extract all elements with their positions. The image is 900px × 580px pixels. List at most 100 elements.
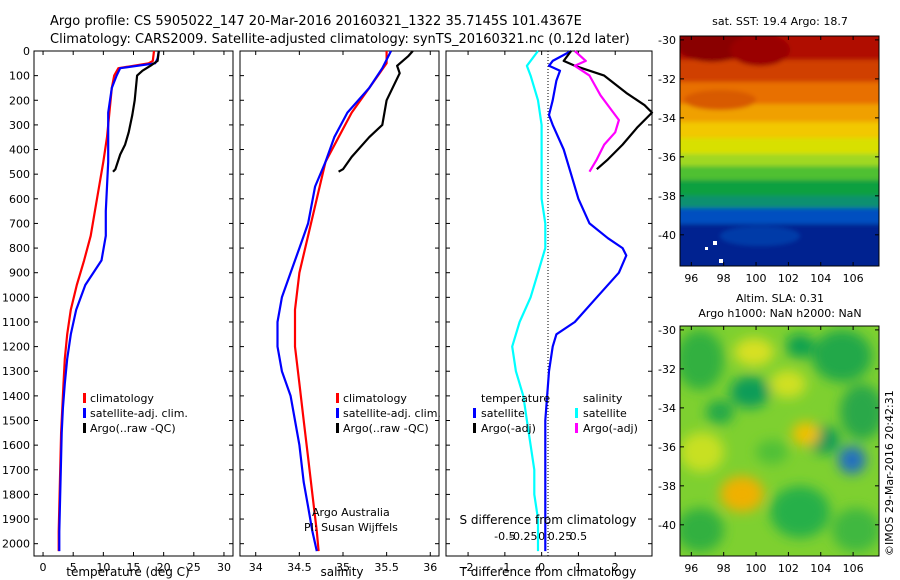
legend-swatch-s-argo (575, 423, 578, 433)
series-line-temperature-1 (58, 50, 160, 552)
figure-title-line1: Argo profile: CS 5905022_147 20-Mar-2016… (50, 14, 582, 29)
x-tick-label: 20 (157, 561, 171, 574)
lon-tick-label: 96 (684, 272, 698, 285)
lon-tick-label: 106 (843, 562, 864, 575)
sla-field (680, 326, 879, 556)
difference-x-axis: -2 -1 0 1 2 (463, 51, 619, 574)
salinity-plot-frame (239, 50, 440, 557)
x-tick-label: 10 (96, 561, 110, 574)
lat-tick-label: -30 (658, 324, 676, 337)
x-tick-label: 5 (70, 561, 77, 574)
temperature-plot-frame (33, 50, 234, 557)
sla-map-title-line1: Altim. SLA: 0.31 (736, 292, 824, 305)
series-line-difference-3 (573, 50, 621, 173)
x-tick-label: 34 (249, 561, 263, 574)
series-line-salinity-2 (338, 50, 414, 173)
legend-swatch-s-satellite (575, 408, 578, 418)
series-line-difference-0 (544, 50, 628, 552)
top-x-tick-label: -0.25 (509, 530, 537, 543)
difference-xlabel: T difference from climatology (459, 565, 637, 579)
difference-legend: temperature satellite Argo(-adj) salinit… (473, 392, 638, 435)
legend-swatch-argo (336, 423, 339, 433)
legend-label-satellite: satellite-adj. clim. (343, 407, 441, 420)
lat-tick-label: -30 (658, 34, 676, 47)
depth-tick-label: 500 (9, 168, 30, 181)
sst-map-title: sat. SST: 19.4 Argo: 18.7 (712, 15, 848, 28)
legend-swatch-climatology (336, 393, 339, 403)
lon-tick-label: 98 (717, 562, 731, 575)
depth-tick-label: 900 (9, 267, 30, 280)
legend-label-s-satellite: satellite (583, 407, 627, 420)
lon-tick-label: 100 (746, 272, 767, 285)
series-line-difference-2 (511, 50, 547, 552)
depth-tick-label: 1500 (2, 415, 30, 428)
attribution-line2: PI: Susan Wijffels (304, 521, 398, 534)
series-line-salinity-0 (293, 51, 388, 552)
sst-field (680, 36, 879, 266)
temperature-legend: climatology satellite-adj. clim. Argo(..… (83, 392, 188, 435)
x-tick-label: 0 (538, 561, 545, 574)
lat-tick-label: -40 (658, 519, 676, 532)
lat-tick-label: -38 (658, 190, 676, 203)
x-tick-label: 36 (423, 561, 437, 574)
depth-tick-label: 700 (9, 217, 30, 230)
imos-credit: ©IMOS 29-Mar-2016 20:42:31 (883, 390, 896, 556)
legend-label-argo: Argo(..raw -QC) (90, 422, 176, 435)
lat-tick-label: -32 (658, 73, 676, 86)
depth-tick-label: 0 (23, 45, 30, 58)
sst-map-frame (679, 35, 880, 267)
difference-series-lines (511, 50, 654, 552)
depth-tick-label: 1600 (2, 439, 30, 452)
lat-tick-label: -36 (658, 441, 676, 454)
lat-tick-label: -38 (658, 480, 676, 493)
sst-latitude-axis: -30 -32 -34 -36 -38 -40 (658, 34, 879, 242)
sla-map-panel: Altim. SLA: 0.31 Argo h1000: NaN h2000: … (658, 292, 880, 575)
lat-tick-label: -34 (658, 112, 676, 125)
legend-swatch-satellite (336, 408, 339, 418)
legend-label-satellite: satellite-adj. clim. (90, 407, 188, 420)
sla-map-frame (679, 325, 880, 557)
legend-label-t-argo: Argo(-adj) (481, 422, 536, 435)
x-tick-label: 2 (612, 561, 619, 574)
series-line-difference-1 (562, 50, 654, 171)
legend-swatch-climatology (83, 393, 86, 403)
temperature-depth-axis: 0 100 200 300 400 500 600 700 800 900 1000 1100 1200… (2, 45, 233, 551)
difference-panel: -2 -1 0 1 2 -0.5-0.25 0 0.250.5 T difference f… (445, 50, 654, 579)
figure-title-line2: Climatology: CARS2009. Satellite-adjuste… (50, 32, 630, 47)
top-x-tick-label: 0 (538, 530, 545, 543)
difference-depth-ticks (446, 50, 652, 545)
x-tick-label: 15 (127, 561, 141, 574)
sla-latitude-axis: -30 -32 -34 -36 -38 -40 (658, 324, 879, 532)
depth-tick-label: 1200 (2, 341, 30, 354)
x-tick-label: 1 (575, 561, 582, 574)
legend-swatch-argo (83, 423, 86, 433)
legend-label-climatology: climatology (343, 392, 407, 405)
legend-label-argo: Argo(..raw -QC) (343, 422, 429, 435)
lon-tick-label: 102 (778, 272, 799, 285)
salinity-difference-axis: -0.5-0.25 0 0.250.5 (494, 530, 587, 543)
series-line-temperature-0 (57, 50, 156, 552)
temperature-xlabel: temperature (deg C) (66, 565, 189, 579)
legend-header-temperature: temperature (481, 392, 550, 405)
lon-tick-label: 100 (746, 562, 767, 575)
series-line-salinity-1 (276, 50, 392, 552)
lon-tick-label: 106 (843, 272, 864, 285)
salinity-depth-ticks (240, 50, 439, 545)
sst-longitude-axis: 96 98 100 102 104 106 (684, 36, 864, 285)
legend-swatch-t-satellite (473, 408, 476, 418)
lat-tick-label: -36 (658, 151, 676, 164)
legend-label-climatology: climatology (90, 392, 154, 405)
depth-tick-label: 1100 (2, 316, 30, 329)
lon-tick-label: 104 (810, 272, 831, 285)
depth-tick-label: 200 (9, 94, 30, 107)
depth-tick-label: 1300 (2, 365, 30, 378)
x-tick-label: 35.5 (374, 561, 399, 574)
top-x-tick-label: 0.25 (548, 530, 573, 543)
x-tick-label: 0 (40, 561, 47, 574)
x-tick-label: 25 (187, 561, 201, 574)
lat-tick-label: -40 (658, 229, 676, 242)
legend-label-t-satellite: satellite (481, 407, 525, 420)
lon-tick-label: 104 (810, 562, 831, 575)
legend-swatch-satellite (83, 408, 86, 418)
